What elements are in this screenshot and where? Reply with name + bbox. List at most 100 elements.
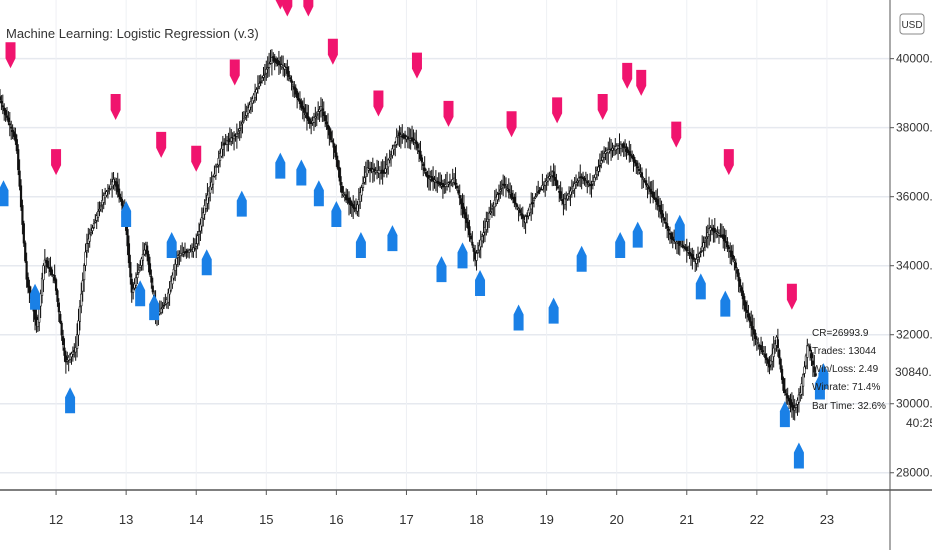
currency-badge[interactable]: USD bbox=[899, 13, 925, 35]
buy-signal-marker[interactable] bbox=[387, 225, 398, 252]
buy-signal-marker[interactable] bbox=[632, 221, 643, 248]
sell-signal-marker[interactable] bbox=[229, 59, 240, 86]
buy-signal-marker[interactable] bbox=[313, 180, 324, 207]
buy-signal-marker[interactable] bbox=[121, 200, 132, 227]
buy-signal-marker[interactable] bbox=[30, 283, 41, 310]
buy-signal-marker[interactable] bbox=[720, 290, 731, 317]
buy-signal-marker[interactable] bbox=[818, 363, 829, 390]
candle-body bbox=[628, 151, 631, 155]
sell-signal-marker[interactable] bbox=[552, 97, 563, 124]
candle-body bbox=[115, 181, 118, 187]
buy-signal-marker[interactable] bbox=[513, 304, 524, 331]
candle-body bbox=[307, 116, 310, 121]
price-axis-ticks[interactable]: 28000.00 30000.00 32000.00 34000.00 36000.00… bbox=[890, 52, 932, 480]
buy-signal-marker[interactable] bbox=[296, 159, 307, 186]
candle-body bbox=[322, 111, 325, 116]
time-axis-ticks[interactable]: 12 13 14 15 16 17 18 19 20 21 22 23 bbox=[49, 490, 834, 527]
buy-signal-marker[interactable] bbox=[475, 269, 486, 296]
buy-signal-marker[interactable] bbox=[236, 190, 247, 217]
candle-body bbox=[415, 140, 418, 145]
sell-signal-marker[interactable] bbox=[373, 90, 384, 117]
sell-signal-marker[interactable] bbox=[636, 69, 647, 96]
candle-body bbox=[147, 254, 150, 265]
candle-body bbox=[80, 293, 83, 307]
sell-signal-marker[interactable] bbox=[110, 93, 121, 120]
candle-body bbox=[504, 186, 508, 188]
candle-body bbox=[36, 319, 39, 328]
x-tick-label: 18 bbox=[469, 512, 483, 527]
candle-body bbox=[259, 81, 262, 84]
buy-signal-marker[interactable] bbox=[65, 387, 76, 414]
candle-body bbox=[602, 153, 606, 158]
sell-signal-marker[interactable] bbox=[191, 145, 202, 172]
candle-body bbox=[17, 149, 20, 171]
candle-body bbox=[802, 374, 805, 387]
sell-signal-marker[interactable] bbox=[5, 42, 16, 69]
indicator-title[interactable]: Machine Learning: Logistic Regression (v… bbox=[6, 26, 259, 41]
candle-body bbox=[569, 190, 572, 195]
candle-body bbox=[590, 184, 593, 186]
sell-signal-marker[interactable] bbox=[723, 149, 734, 176]
candle-body bbox=[457, 190, 460, 194]
buy-signal-marker[interactable] bbox=[695, 273, 706, 300]
sell-signal-marker[interactable] bbox=[51, 149, 62, 176]
buy-signal-marker[interactable] bbox=[0, 180, 9, 207]
sell-signal-marker[interactable] bbox=[156, 131, 167, 158]
candle-body bbox=[556, 186, 559, 189]
candle-body bbox=[661, 213, 665, 218]
candle-body bbox=[513, 196, 516, 203]
sell-signal-marker[interactable] bbox=[786, 283, 797, 310]
candle-body bbox=[458, 195, 461, 199]
candle-body bbox=[258, 83, 261, 87]
sell-signal-marker[interactable] bbox=[303, 0, 314, 17]
candle-body bbox=[682, 246, 686, 248]
buy-signal-marker[interactable] bbox=[457, 242, 468, 269]
sell-signal-marker[interactable] bbox=[327, 38, 338, 65]
candle-body bbox=[102, 195, 105, 203]
candle-body bbox=[476, 250, 480, 253]
candle-body bbox=[497, 192, 501, 195]
candle-body bbox=[695, 258, 698, 264]
sell-signal-marker[interactable] bbox=[671, 121, 682, 148]
sell-signal-marker[interactable] bbox=[411, 52, 422, 79]
buy-signal-marker[interactable] bbox=[436, 256, 447, 283]
buy-signal-marker[interactable] bbox=[331, 200, 342, 227]
x-tick-label: 13 bbox=[119, 512, 133, 527]
candle-body bbox=[636, 166, 639, 169]
candle-body bbox=[268, 63, 271, 68]
buy-signal-marker[interactable] bbox=[149, 294, 160, 321]
sell-signal-marker[interactable] bbox=[282, 0, 293, 17]
buy-signal-marker[interactable] bbox=[275, 152, 286, 179]
sell-signal-marker[interactable] bbox=[443, 100, 454, 127]
buy-signal-marker[interactable] bbox=[779, 401, 790, 428]
sell-signal-marker[interactable] bbox=[506, 111, 517, 138]
candle-body bbox=[319, 106, 323, 111]
buy-signal-marker[interactable] bbox=[166, 232, 177, 258]
buy-signal-marker[interactable] bbox=[201, 249, 212, 276]
candle-body bbox=[287, 70, 290, 77]
candle-body bbox=[82, 265, 86, 281]
stats-line-4: Winrate: 71.4% bbox=[812, 382, 880, 393]
stats-line-2: Trades: 13044 bbox=[812, 346, 877, 357]
buy-signal-marker[interactable] bbox=[355, 232, 366, 258]
buy-signal-marker[interactable] bbox=[548, 297, 559, 324]
candle-body bbox=[761, 350, 764, 353]
candle-body bbox=[678, 240, 681, 246]
candle-body bbox=[553, 177, 557, 181]
buy-signal-marker[interactable] bbox=[615, 232, 626, 258]
candle-body bbox=[57, 302, 60, 313]
candle-body bbox=[771, 353, 774, 362]
sell-signal-marker[interactable] bbox=[622, 62, 633, 89]
buy-signal-marker[interactable] bbox=[793, 442, 804, 469]
signal-markers bbox=[0, 0, 829, 469]
candle-body bbox=[776, 339, 779, 348]
buy-signal-marker[interactable] bbox=[576, 245, 587, 272]
candle-body bbox=[260, 77, 264, 82]
buy-signal-marker[interactable] bbox=[135, 280, 146, 307]
buy-signal-marker[interactable] bbox=[674, 214, 685, 241]
candle-body bbox=[211, 176, 215, 185]
sell-signal-marker[interactable] bbox=[597, 93, 608, 120]
candle-body bbox=[88, 233, 91, 242]
last-price-label: 30840.00 bbox=[895, 365, 932, 379]
